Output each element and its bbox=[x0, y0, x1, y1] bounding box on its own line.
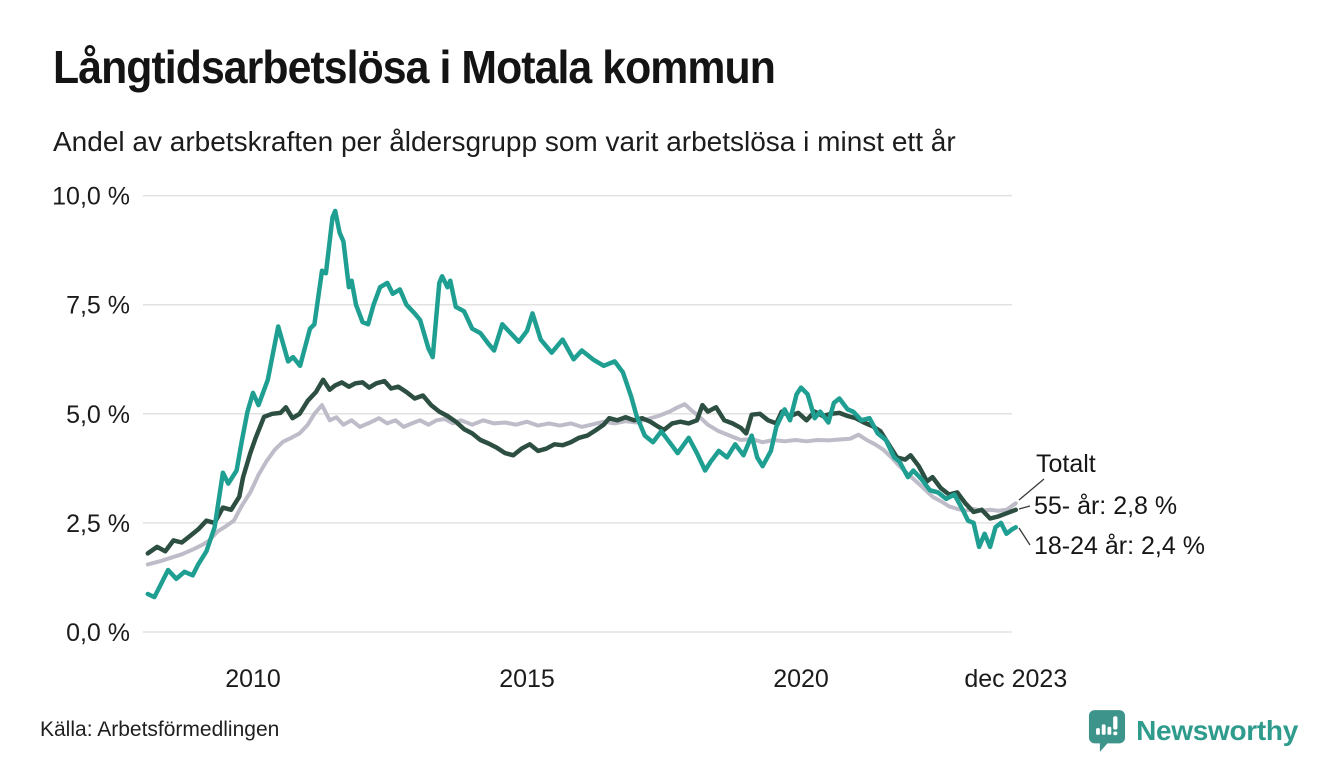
y-tick-label-3: 7,5 % bbox=[66, 292, 130, 320]
x-axis-labels: 2010 2015 2020 dec 2023 bbox=[225, 665, 1067, 693]
x-tick-label-2020: 2020 bbox=[773, 665, 829, 693]
series-end-label-18-24-ar: 18-24 år: 2,4 % bbox=[1034, 532, 1205, 560]
series-line-55-r bbox=[145, 377, 1019, 556]
leader-line-totalt bbox=[1018, 478, 1045, 501]
series-end-labels: Totalt 55- år: 2,8 % 18-24 år: 2,4 % bbox=[1034, 450, 1205, 560]
y-axis-labels: 0,0 % 2,5 % 5,0 % 7,5 % 10,0 % bbox=[52, 183, 130, 647]
x-tick-label-2010: 2010 bbox=[225, 665, 281, 693]
y-tick-label-4: 10,0 % bbox=[52, 183, 130, 211]
page-title: Långtidsarbetslösa i Motala kommun bbox=[53, 41, 776, 93]
label-leader-lines bbox=[1018, 478, 1045, 546]
x-tick-label-2015: 2015 bbox=[499, 665, 555, 693]
series-line-totalt bbox=[145, 402, 1018, 567]
series-lines bbox=[145, 208, 1019, 600]
y-tick-label-0: 0,0 % bbox=[66, 619, 130, 647]
gridlines bbox=[143, 194, 1012, 633]
y-tick-label-2: 5,0 % bbox=[66, 401, 130, 429]
series-line-18-24-r bbox=[145, 208, 1019, 600]
leader-line-18-24-ar bbox=[1018, 527, 1031, 546]
page-subtitle: Andel av arbetskraften per åldersgrupp s… bbox=[53, 126, 956, 157]
x-tick-label-dec-2023: dec 2023 bbox=[964, 665, 1067, 693]
brand-name: Newsworthy bbox=[1136, 715, 1298, 746]
newsworthy-brand: Newsworthy bbox=[1088, 708, 1298, 754]
series-end-label-totalt: Totalt bbox=[1036, 450, 1096, 478]
bar-chart-speech-bubble-icon bbox=[1089, 710, 1126, 752]
source-credit: Källa: Arbetsförmedlingen bbox=[40, 718, 280, 741]
series-end-label-55-ar: 55- år: 2,8 % bbox=[1034, 492, 1177, 520]
leader-line-55-ar bbox=[1018, 505, 1031, 510]
y-tick-label-1: 2,5 % bbox=[66, 510, 130, 538]
